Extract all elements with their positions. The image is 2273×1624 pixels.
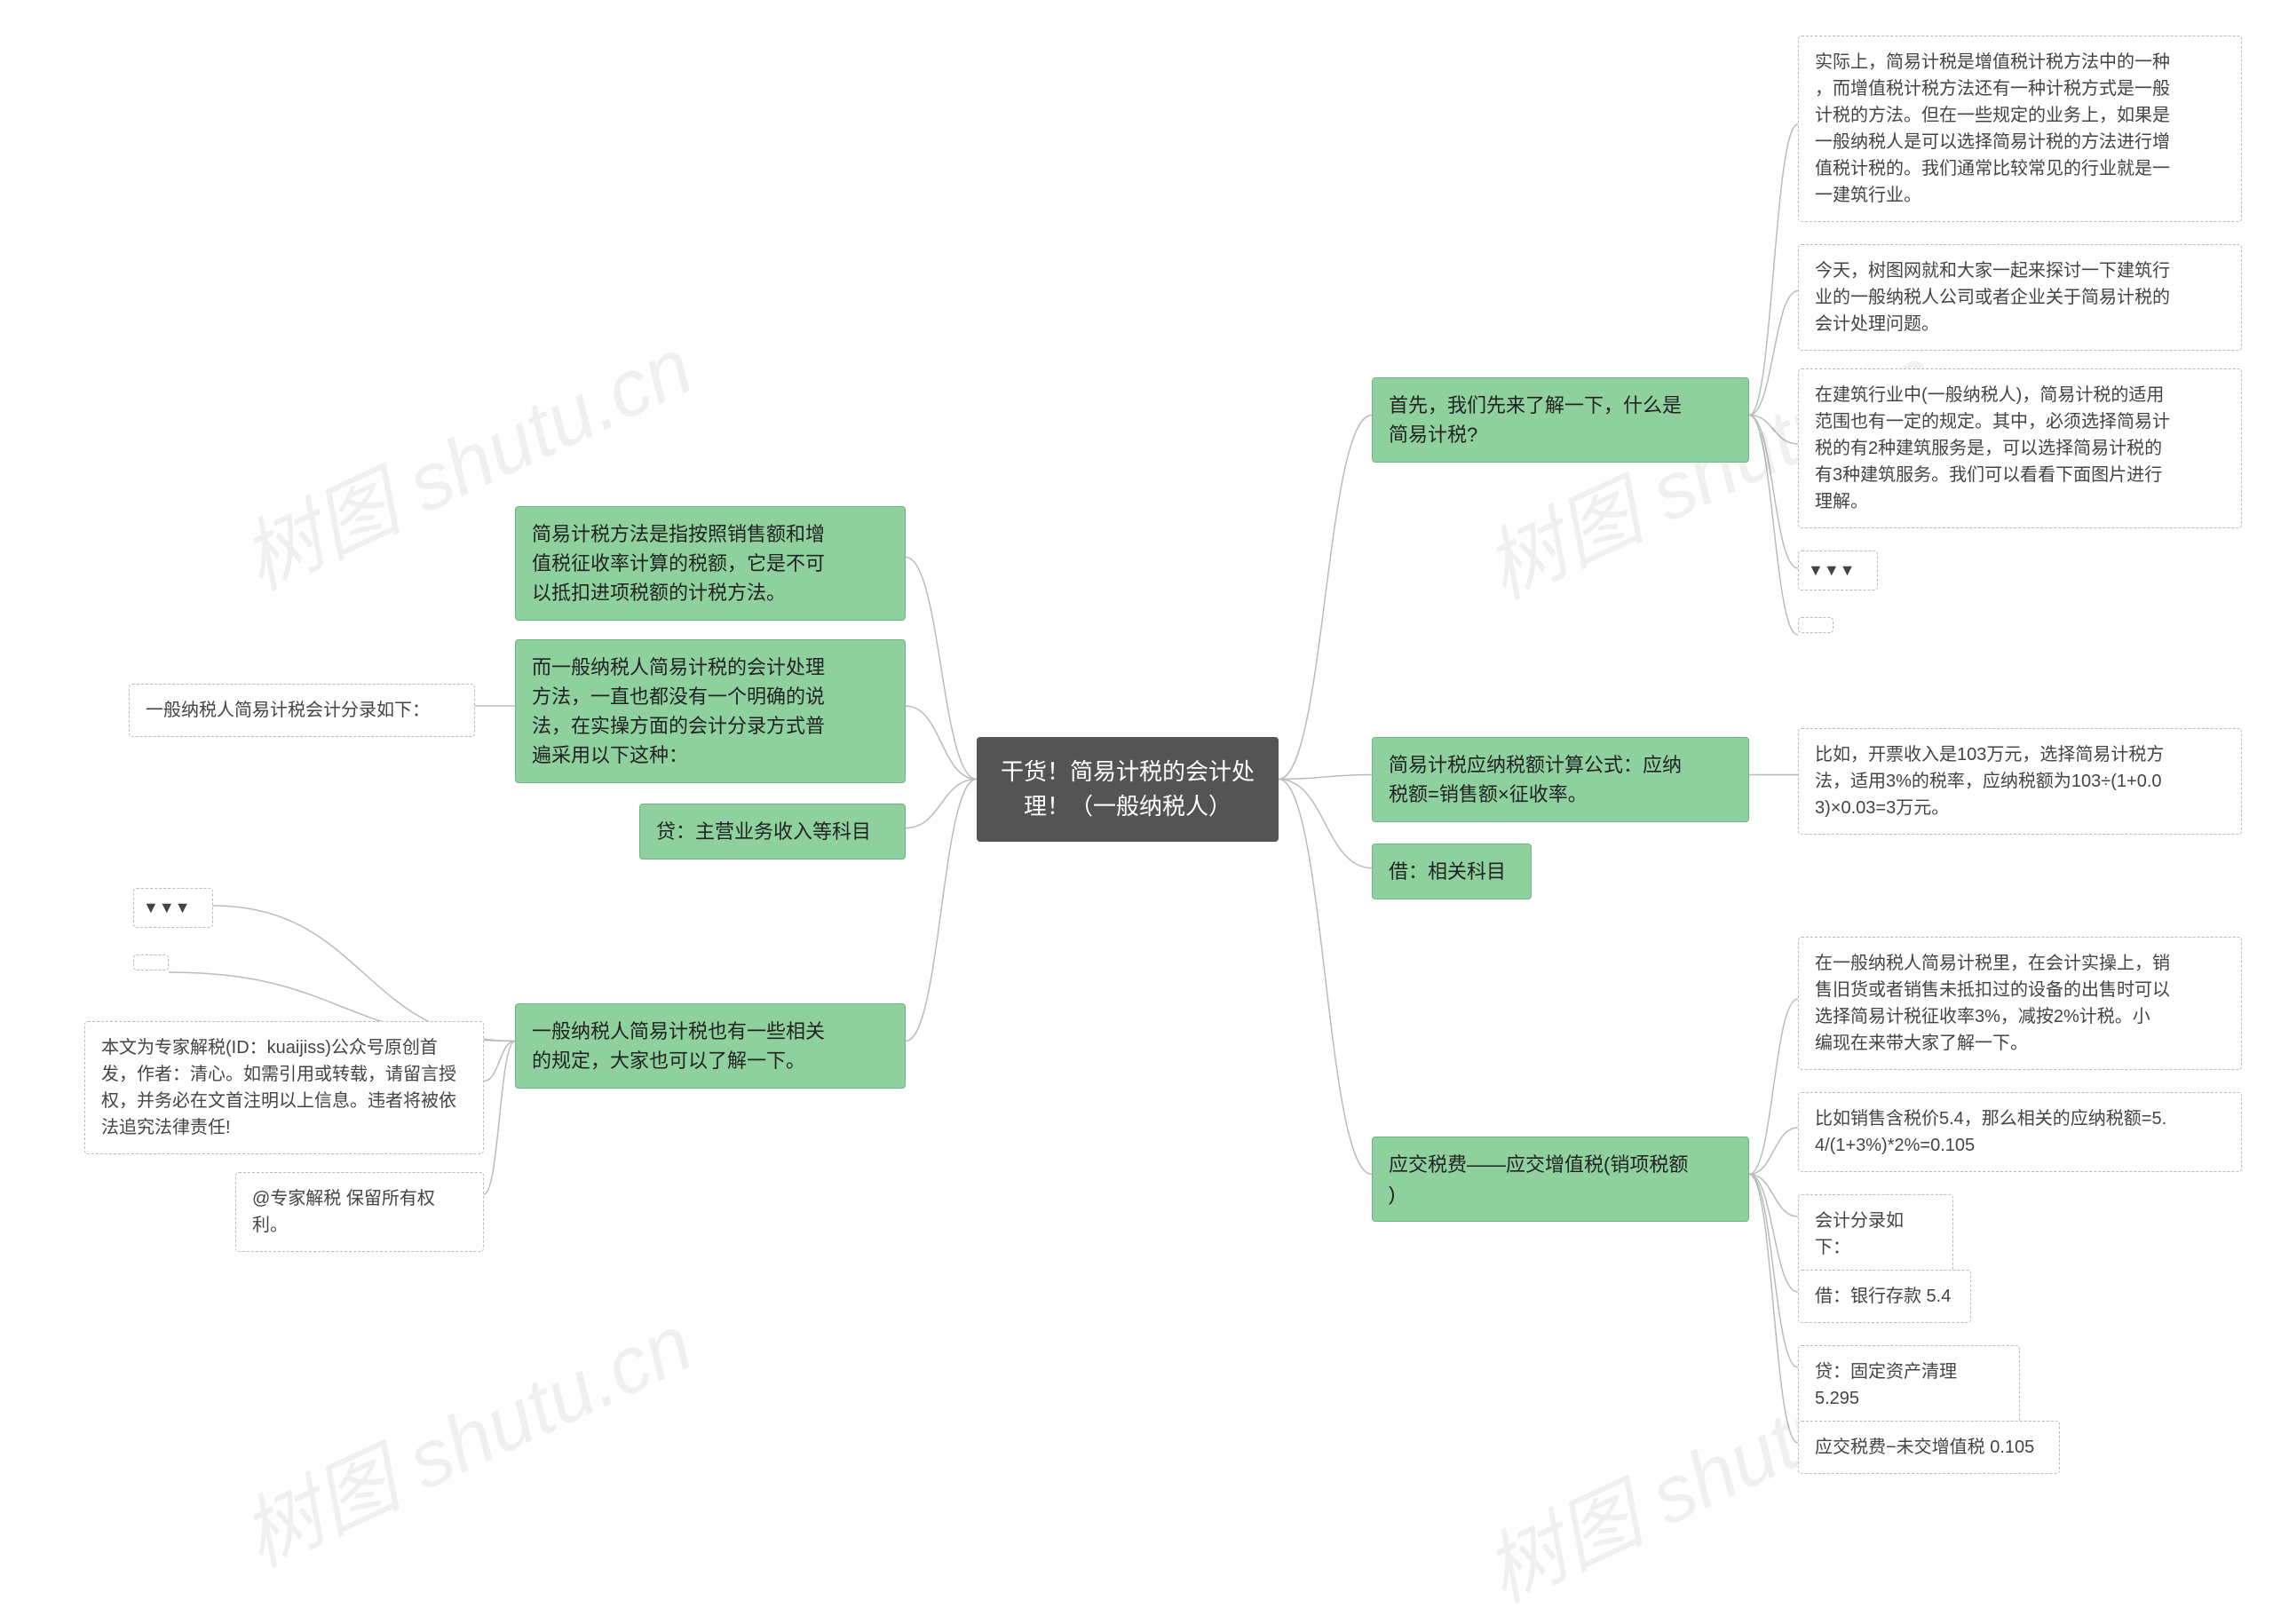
branch-node[interactable]: 贷：主营业务收入等科目 bbox=[639, 804, 906, 860]
leaf-node: 应交税费−未交增值税 0.105 bbox=[1798, 1421, 2060, 1474]
leaf-node: 贷：固定资产清理 5.295 bbox=[1798, 1345, 2020, 1425]
leaf-node: 今天，树图网就和大家一起来探讨一下建筑行业的一般纳税人公司或者企业关于简易计税的… bbox=[1798, 244, 2242, 351]
leaf-node: 借：银行存款 5.4 bbox=[1798, 1270, 1971, 1323]
leaf-node: 在建筑行业中(一般纳税人)，简易计税的适用范围也有一定的规定。其中，必须选择简易… bbox=[1798, 368, 2242, 528]
leaf-node: 一般纳税人简易计税会计分录如下： bbox=[129, 684, 475, 737]
branch-node[interactable]: 一般纳税人简易计税也有一些相关的规定，大家也可以了解一下。 bbox=[515, 1003, 906, 1089]
leaf-node: 在一般纳税人简易计税里，在会计实操上，销售旧货或者销售未抵扣过的设备的出售时可以… bbox=[1798, 937, 2242, 1070]
branch-node[interactable]: 首先，我们先来了解一下，什么是简易计税? bbox=[1372, 377, 1749, 463]
branch-node[interactable]: 简易计税应纳税额计算公式：应纳税额=销售额×征收率。 bbox=[1372, 737, 1749, 822]
leaf-node: 本文为专家解税(ID：kuaijiss)公众号原创首发，作者：清心。如需引用或转… bbox=[84, 1021, 484, 1154]
root-node[interactable]: 干货！简易计税的会计处理！（一般纳税人） bbox=[977, 737, 1279, 842]
branch-node[interactable]: 借：相关科目 bbox=[1372, 844, 1532, 899]
branch-node[interactable]: 应交税费——应交增值税(销项税额) bbox=[1372, 1137, 1749, 1222]
leaf-node: 比如，开票收入是103万元，选择简易计税方法，适用3%的税率，应纳税额为103÷… bbox=[1798, 728, 2242, 835]
leaf-node: ▼▼▼ bbox=[1798, 551, 1878, 590]
leaf-node: 会计分录如下： bbox=[1798, 1194, 1953, 1274]
leaf-node: ▼▼▼ bbox=[133, 888, 213, 928]
branch-node[interactable]: 而一般纳税人简易计税的会计处理方法，一直也都没有一个明确的说法，在实操方面的会计… bbox=[515, 639, 906, 783]
leaf-node bbox=[133, 955, 169, 970]
branch-node[interactable]: 简易计税方法是指按照销售额和增值税征收率计算的税额，它是不可以抵扣进项税额的计税… bbox=[515, 506, 906, 621]
leaf-node: @专家解税 保留所有权利。 bbox=[235, 1172, 484, 1252]
leaf-node bbox=[1798, 617, 1833, 633]
mindmap-canvas: 树图 shutu.cn 树图 shutu.cn 树图 shutu.cn 树图 s… bbox=[0, 0, 2273, 1610]
watermark: 树图 shutu.cn bbox=[220, 1279, 708, 1588]
leaf-node: 比如销售含税价5.4，那么相关的应纳税额=5.4/(1+3%)*2%=0.105 bbox=[1798, 1092, 2242, 1172]
leaf-node: 实际上，简易计税是增值税计税方法中的一种，而增值税计税方法还有一种计税方式是一般… bbox=[1798, 36, 2242, 222]
